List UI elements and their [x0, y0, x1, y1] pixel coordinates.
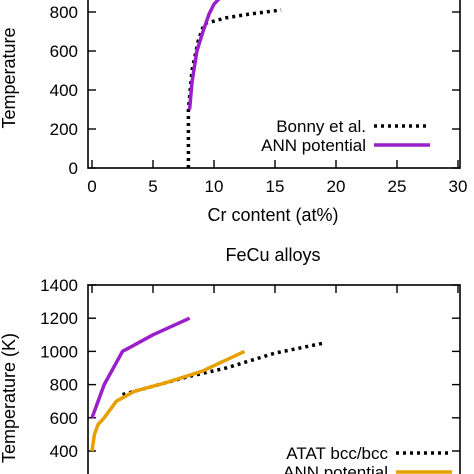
cr-series-line-1 [187, 0, 221, 110]
cr-xtick-label: 10 [205, 177, 224, 196]
cr-series [186, 0, 282, 168]
fecu-series [90, 316, 325, 452]
cr-chart: 0 200 400 600 800 0 5 10 15 20 25 30 Temperature Cr… [0, 0, 467, 225]
cr-legend: Bonny et al. ANN potential [261, 117, 430, 155]
cr-ytick-label: 600 [50, 42, 78, 61]
cr-xtick-label: 20 [327, 177, 346, 196]
fecu-ytick-label: 600 [50, 409, 78, 428]
fecu-ytick-label: 1000 [40, 342, 78, 361]
cr-plot-frame [87, 0, 461, 169]
fecu-legend-label-atat: ATAT bcc/bcc [286, 444, 388, 463]
fecu-ytick-label: 1200 [40, 309, 78, 328]
cr-ytick-label: 400 [50, 81, 78, 100]
cr-xtick-label: 0 [87, 177, 96, 196]
fecu-ytick-label: 400 [50, 442, 78, 461]
fecu-legend: ATAT bcc/bcc ANN potential [283, 444, 452, 474]
cr-xlabel: Cr content (at%) [207, 205, 338, 225]
fecu-title: FeCu alloys [225, 245, 320, 265]
fecu-series-line-2 [90, 316, 191, 419]
cr-xtick-label: 15 [266, 177, 285, 196]
cr-ytick-label: 0 [69, 159, 78, 178]
cr-ticks: 0 200 400 600 800 0 5 10 15 20 25 30 [50, 3, 468, 196]
fecu-legend-label-ann: ANN potential [283, 463, 388, 474]
fecu-series-line-1 [90, 349, 246, 452]
cr-ytick-label: 200 [50, 120, 78, 139]
cr-legend-label-bonny: Bonny et al. [276, 117, 366, 136]
cr-ytick-label: 800 [50, 3, 78, 22]
cr-xtick-label: 5 [148, 177, 157, 196]
fecu-ytick-label: 1400 [40, 276, 78, 295]
fecu-ticks: 400 600 800 1000 1200 1400 [40, 276, 460, 461]
fecu-ytick-label: 800 [50, 376, 78, 395]
fecu-plot-frame [87, 284, 461, 474]
cr-xtick-label: 30 [449, 177, 468, 196]
fecu-ylabel: Temperature (K) [0, 333, 19, 463]
cr-xtick-label: 25 [388, 177, 407, 196]
fecu-chart: FeCu alloys 400 600 800 1000 1200 1400 Temper… [0, 245, 461, 474]
cr-ylabel: Temperature [0, 27, 19, 128]
cr-legend-label-ann: ANN potential [261, 136, 366, 155]
